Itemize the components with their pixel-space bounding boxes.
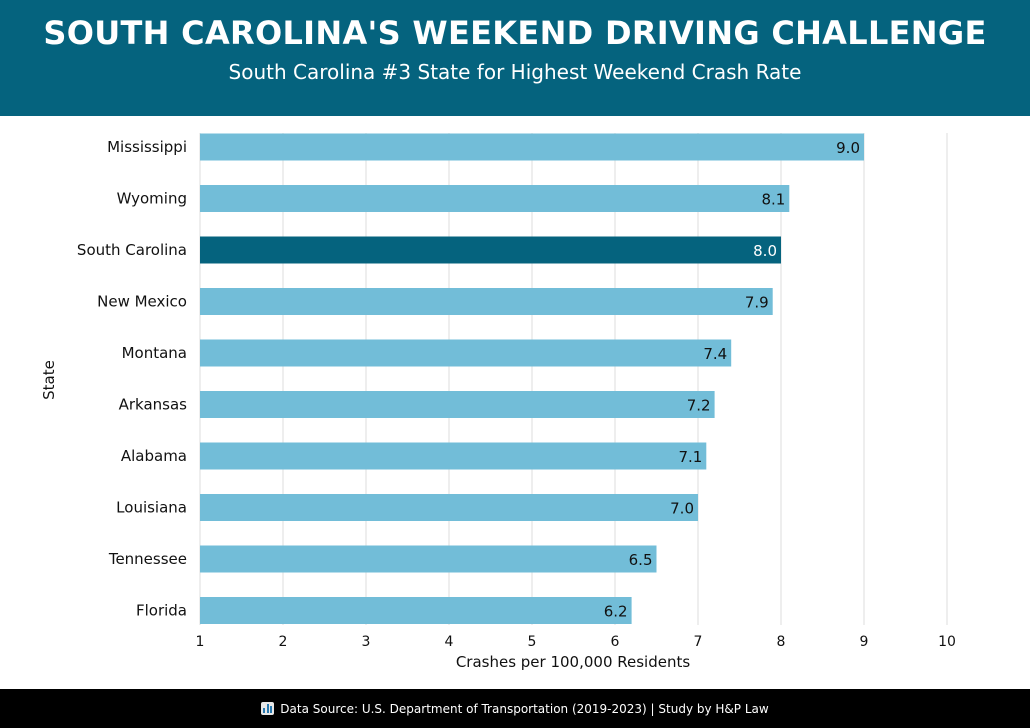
y-tick-label: South Carolina <box>77 241 187 259</box>
chart-subtitle: South Carolina #3 State for Highest Week… <box>228 60 802 84</box>
data-label: 7.9 <box>745 294 769 312</box>
data-label: 7.1 <box>678 448 702 466</box>
x-axis-title: Crashes per 100,000 Residents <box>456 653 691 671</box>
data-source-text: Data Source: U.S. Department of Transpor… <box>280 701 769 716</box>
data-label: 8.1 <box>761 191 785 209</box>
y-axis-title: State <box>40 360 58 400</box>
bar <box>200 545 657 573</box>
x-tick-label: 4 <box>445 634 454 650</box>
x-tick-label: 10 <box>938 634 956 650</box>
bar-chart-icon <box>261 702 275 715</box>
bar <box>200 597 632 624</box>
bar <box>200 494 698 521</box>
chart-title: SOUTH CAROLINA'S WEEKEND DRIVING CHALLEN… <box>43 14 987 52</box>
x-tick-label: 6 <box>611 634 620 650</box>
chart-header: SOUTH CAROLINA'S WEEKEND DRIVING CHALLEN… <box>0 0 1030 116</box>
x-tick-label: 2 <box>279 634 288 650</box>
bar <box>200 133 864 161</box>
x-tick-label: 5 <box>528 634 537 650</box>
y-tick-label: Alabama <box>121 447 187 465</box>
x-tick-label: 7 <box>694 634 703 650</box>
y-tick-label: Montana <box>122 344 187 362</box>
y-tick-label: Tennessee <box>108 550 187 568</box>
data-label: 7.4 <box>703 345 727 363</box>
x-tick-label: 1 <box>196 634 205 650</box>
bar <box>200 442 707 470</box>
data-label: 7.0 <box>670 500 694 518</box>
y-tick-label: Mississippi <box>107 138 187 156</box>
y-tick-label: Florida <box>136 602 187 620</box>
bar-chart: 1 2 3 4 5 6 7 8 9 10 Mississippi 9.0 Wyoming 8.1 South… <box>40 133 956 671</box>
bar-highlighted <box>200 236 781 264</box>
x-tick-label: 8 <box>777 634 786 650</box>
y-tick-label: Wyoming <box>117 190 187 208</box>
data-label: 8.0 <box>753 242 777 260</box>
y-tick-label: Arkansas <box>119 396 188 414</box>
data-label: 6.2 <box>604 603 628 621</box>
bar <box>200 391 715 418</box>
y-tick-label: Louisiana <box>116 499 187 517</box>
bar <box>200 185 790 212</box>
y-tick-label: New Mexico <box>97 293 187 311</box>
bar <box>200 288 773 315</box>
data-label: 7.2 <box>687 397 711 415</box>
data-label: 6.5 <box>629 551 653 569</box>
footer: Data Source: U.S. Department of Transpor… <box>0 689 1030 728</box>
data-label: 9.0 <box>836 139 860 157</box>
x-tick-label: 3 <box>362 634 371 650</box>
chart-area: 1 2 3 4 5 6 7 8 9 10 Mississippi 9.0 Wyoming 8.1 South… <box>0 116 1030 689</box>
bar <box>200 339 732 367</box>
x-tick-label: 9 <box>860 634 869 650</box>
